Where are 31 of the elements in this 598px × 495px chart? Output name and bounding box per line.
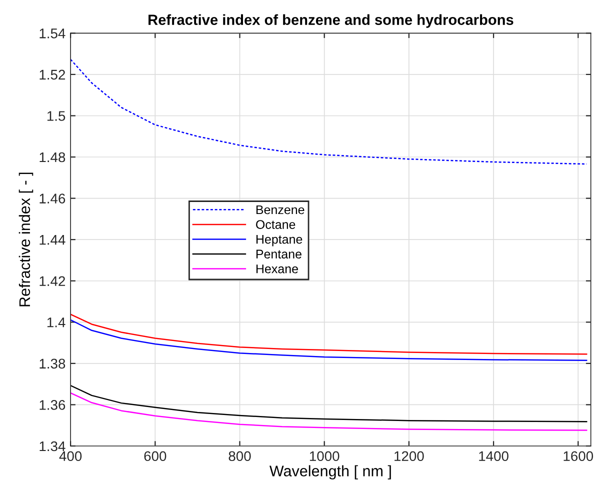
line-series: [70, 314, 588, 355]
line-series: [70, 392, 588, 431]
y-axis-title: Refractive index [ - ]: [18, 172, 34, 306]
y-tick-label: 1.34: [40, 441, 66, 452]
x-axis-title: Wavelength [ nm ]: [269, 465, 391, 480]
y-tick-label: 1.44: [40, 235, 66, 245]
legend-label: Pentane: [256, 250, 302, 259]
y-tick-label: 1.38: [40, 358, 66, 369]
y-tick-label: 1.46: [40, 194, 66, 204]
x-tick-label: 1000: [310, 451, 340, 462]
line-series: [70, 58, 588, 165]
legend-label: Benzene: [256, 205, 304, 214]
y-tick-label: 1.36: [40, 400, 66, 410]
line-series: [70, 319, 588, 361]
chart-title: Refractive index of benzene and some hydrocarbons: [148, 14, 514, 28]
legend-label: Octane: [256, 220, 296, 229]
y-tick-label: 1.4: [47, 318, 66, 328]
x-tick-label: 800: [228, 451, 251, 462]
y-tick-label: 1.5: [47, 111, 66, 121]
x-tick-label: 1400: [479, 451, 508, 462]
y-tick-label: 1.42: [40, 276, 66, 286]
y-tick-label: 1.48: [40, 152, 66, 162]
y-tick-label: 1.54: [40, 28, 66, 38]
x-tick-label: 1200: [394, 451, 424, 462]
x-tick-label: 600: [144, 451, 166, 462]
y-tick-label: 1.52: [40, 70, 66, 80]
legend-label: Hexane: [256, 264, 298, 274]
legend-label: Heptane: [256, 235, 302, 246]
x-tick-label: 400: [59, 451, 82, 462]
line-series: [70, 384, 588, 422]
x-tick-label: 1600: [564, 451, 594, 462]
